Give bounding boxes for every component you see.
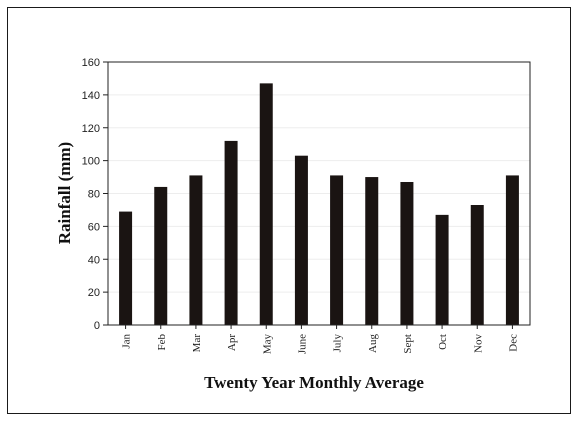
y-tick-label: 120 <box>82 123 100 135</box>
bar-oct <box>435 214 449 325</box>
x-tick-labels: Jan Feb Mar Apr May June July Aug Sept Oct Nov Dec <box>121 334 520 355</box>
x-tick-label-nov: Nov <box>472 334 484 353</box>
bar-apr <box>224 140 238 325</box>
x-tick-label-dec: Dec <box>507 334 519 352</box>
x-tick-label-sept: Sept <box>402 334 414 354</box>
gridlines <box>108 61 530 293</box>
y-tick-label: 60 <box>88 221 100 233</box>
x-tick-label-apr: Apr <box>226 334 238 351</box>
bar-jan <box>119 211 133 325</box>
bar-mar <box>189 175 203 325</box>
x-axis-label: Twenty Year Monthly Average <box>204 373 424 392</box>
bar-dec <box>505 175 519 325</box>
plot-area-border <box>107 61 531 326</box>
y-tick-label: 100 <box>82 156 100 168</box>
y-tick-label: 160 <box>82 57 100 69</box>
bar-sept <box>400 181 414 325</box>
bars <box>119 83 519 326</box>
x-tick-label-jan: Jan <box>121 334 133 349</box>
x-tick-label-feb: Feb <box>156 334 168 351</box>
y-tick-label: 40 <box>88 254 100 266</box>
bar-aug <box>365 177 379 325</box>
bar-july <box>330 175 344 325</box>
y-tick-label: 0 <box>94 320 100 332</box>
x-tick-label-july: July <box>332 334 344 353</box>
bar-may <box>259 83 273 326</box>
x-tick-label-june: June <box>296 334 308 354</box>
x-tick-label-oct: Oct <box>437 334 449 350</box>
x-tick-label-mar: Mar <box>191 334 203 353</box>
y-tick-label: 80 <box>88 189 100 201</box>
y-tick-labels: 0 20 40 60 80 100 120 140 160 <box>82 57 100 332</box>
x-tick-label-aug: Aug <box>367 334 379 353</box>
x-tick-label-may: May <box>261 334 273 355</box>
y-axis-label: Rainfall (mm) <box>55 142 74 244</box>
y-tick-label: 140 <box>82 90 100 102</box>
bar-nov <box>470 205 484 325</box>
y-tick-label: 20 <box>88 287 100 299</box>
bar-june <box>294 155 308 325</box>
axes <box>103 61 531 329</box>
bar-feb <box>154 186 168 325</box>
